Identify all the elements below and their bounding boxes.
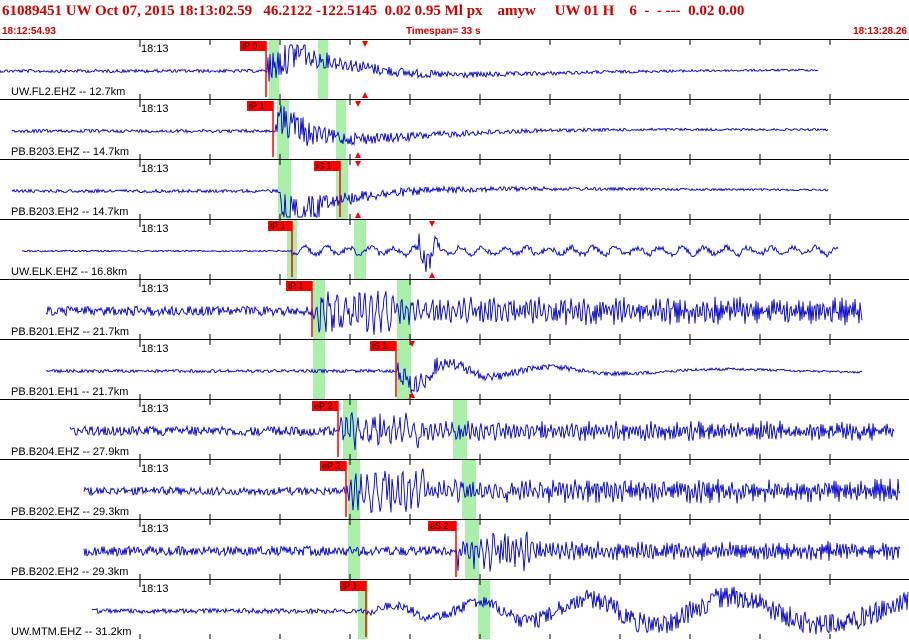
trace-row[interactable]: 18:13 eP 2 PB.B204.EHZ -- 27.9km: [0, 399, 909, 459]
station-label: PB.B202.EHZ -- 29.3km: [11, 506, 129, 518]
pick-window: [269, 40, 279, 99]
pick-window: [358, 580, 368, 639]
station-label: PB.B201.EHZ -- 21.7km: [11, 326, 129, 338]
pick-label: eP 2: [322, 461, 340, 471]
time-tick-label: 18:13: [141, 163, 169, 175]
seismogram-panel[interactable]: 18:13 iP 0 UW.FL2.EHZ -- 12.7km 18:13 iP 1 PB…: [0, 39, 909, 640]
time-tick-label: 18:13: [141, 343, 169, 355]
trace-row[interactable]: 18:13 iS 1 PB.B201.EH1 -- 21.7km: [0, 339, 909, 399]
station-label: UW.FL2.EHZ -- 12.7km: [11, 86, 125, 98]
pick-window: [453, 400, 467, 459]
waveform: [11, 184, 829, 218]
arrival-marker-bottom: [362, 92, 368, 98]
trace-row[interactable]: 18:13 iS 1 PB.B203.EH2 -- 14.7km: [0, 159, 909, 219]
pick-flag[interactable]: [268, 221, 292, 231]
time-tick-label: 18:13: [141, 43, 169, 55]
pick-label: iS 1: [316, 161, 332, 171]
pick-window: [313, 280, 325, 339]
waveform: [91, 586, 909, 635]
pick-window: [397, 280, 411, 339]
pick-label: iP 1: [342, 581, 357, 591]
pick-label: iP 1: [288, 281, 303, 291]
waveform: [83, 531, 901, 572]
pick-label: iS 1: [372, 341, 388, 351]
trace-row[interactable]: 18:13 iP 1 UW.ELK.EHZ -- 16.8km: [0, 219, 909, 279]
pick-window: [318, 40, 328, 99]
waveform: [69, 412, 895, 450]
time-tick-label: 18:13: [141, 403, 169, 415]
pick-label: iP 0: [242, 41, 257, 51]
trace-row[interactable]: 18:13 iP 1 PB.B203.EHZ -- 14.7km: [0, 99, 909, 159]
pick-flag[interactable]: [314, 161, 340, 171]
trace-row[interactable]: 18:13 iP 1 PB.B201.EHZ -- 21.7km: [0, 279, 909, 339]
arrival-marker-bottom: [409, 392, 415, 398]
trace-row[interactable]: 18:13 eS 2 PB.B202.EH2 -- 29.3km: [0, 519, 909, 579]
arrival-marker-bottom: [355, 212, 361, 218]
pick-flag[interactable]: [312, 401, 338, 411]
waveform: [11, 104, 829, 146]
pick-window: [348, 460, 360, 519]
station-label: PB.B201.EH1 -- 21.7km: [11, 386, 128, 398]
end-time: 18:13:28.26: [853, 26, 907, 37]
pick-label: iP 1: [270, 221, 285, 231]
station-label: PB.B204.EHZ -- 27.9km: [11, 446, 129, 458]
pick-window: [336, 160, 348, 219]
time-tick-label: 18:13: [141, 223, 169, 235]
pick-label: eS 2: [430, 521, 449, 531]
time-tick-label: 18:13: [141, 103, 169, 115]
pick-flag[interactable]: [286, 281, 312, 291]
time-tick-label: 18:13: [141, 523, 169, 535]
station-label: PB.B203.EHZ -- 14.7km: [11, 146, 129, 158]
arrival-marker-bottom: [355, 152, 361, 158]
pick-flag[interactable]: [247, 101, 273, 111]
waveform: [45, 290, 863, 335]
station-label: PB.B202.EH2 -- 29.3km: [11, 566, 128, 578]
arrival-marker-top: [355, 161, 361, 167]
timespan-label: Timespan= 33 s: [406, 26, 481, 37]
pick-window: [478, 580, 490, 639]
pick-window: [354, 220, 366, 279]
trace-row[interactable]: 18:13 eP 2 PB.B202.EHZ -- 29.3km: [0, 459, 909, 519]
waveform: [0, 44, 819, 82]
waveform: [45, 357, 863, 393]
event-summary: 61089451 UW Oct 07, 2015 18:13:02.59 46.…: [2, 3, 745, 19]
event-header: 61089451 UW Oct 07, 2015 18:13:02.59 46.…: [0, 0, 909, 26]
trace-row[interactable]: 18:13 iP 1 UW.MTM.EHZ -- 31.2km: [0, 579, 909, 639]
arrival-marker-top: [355, 101, 361, 107]
pick-flag[interactable]: [370, 341, 396, 351]
waveform: [83, 468, 901, 514]
pick-window: [336, 100, 346, 159]
pick-flag[interactable]: [320, 461, 346, 471]
arrival-marker-top: [362, 41, 368, 47]
start-time: 18:12:54.93: [2, 26, 56, 37]
pick-flag[interactable]: [340, 581, 366, 591]
station-label: UW.ELK.EHZ -- 16.8km: [11, 266, 127, 278]
station-label: PB.B203.EH2 -- 14.7km: [11, 206, 128, 218]
trace-row[interactable]: 18:13 iP 0 UW.FL2.EHZ -- 12.7km: [0, 39, 909, 99]
pick-flag[interactable]: [240, 41, 266, 51]
pick-window: [465, 520, 479, 579]
station-label: UW.MTM.EHZ -- 31.2km: [11, 626, 131, 638]
waveform: [21, 233, 839, 273]
pick-flag[interactable]: [428, 521, 456, 531]
pick-label: iP 1: [249, 101, 264, 111]
arrival-marker-top: [409, 341, 415, 347]
time-tick-label: 18:13: [141, 463, 169, 475]
pick-label: eP 2: [314, 401, 332, 411]
arrival-marker-top: [429, 221, 435, 227]
pick-window: [313, 340, 325, 399]
arrival-marker-bottom: [429, 272, 435, 278]
time-tick-label: 18:13: [141, 583, 169, 595]
time-tick-label: 18:13: [141, 283, 169, 295]
